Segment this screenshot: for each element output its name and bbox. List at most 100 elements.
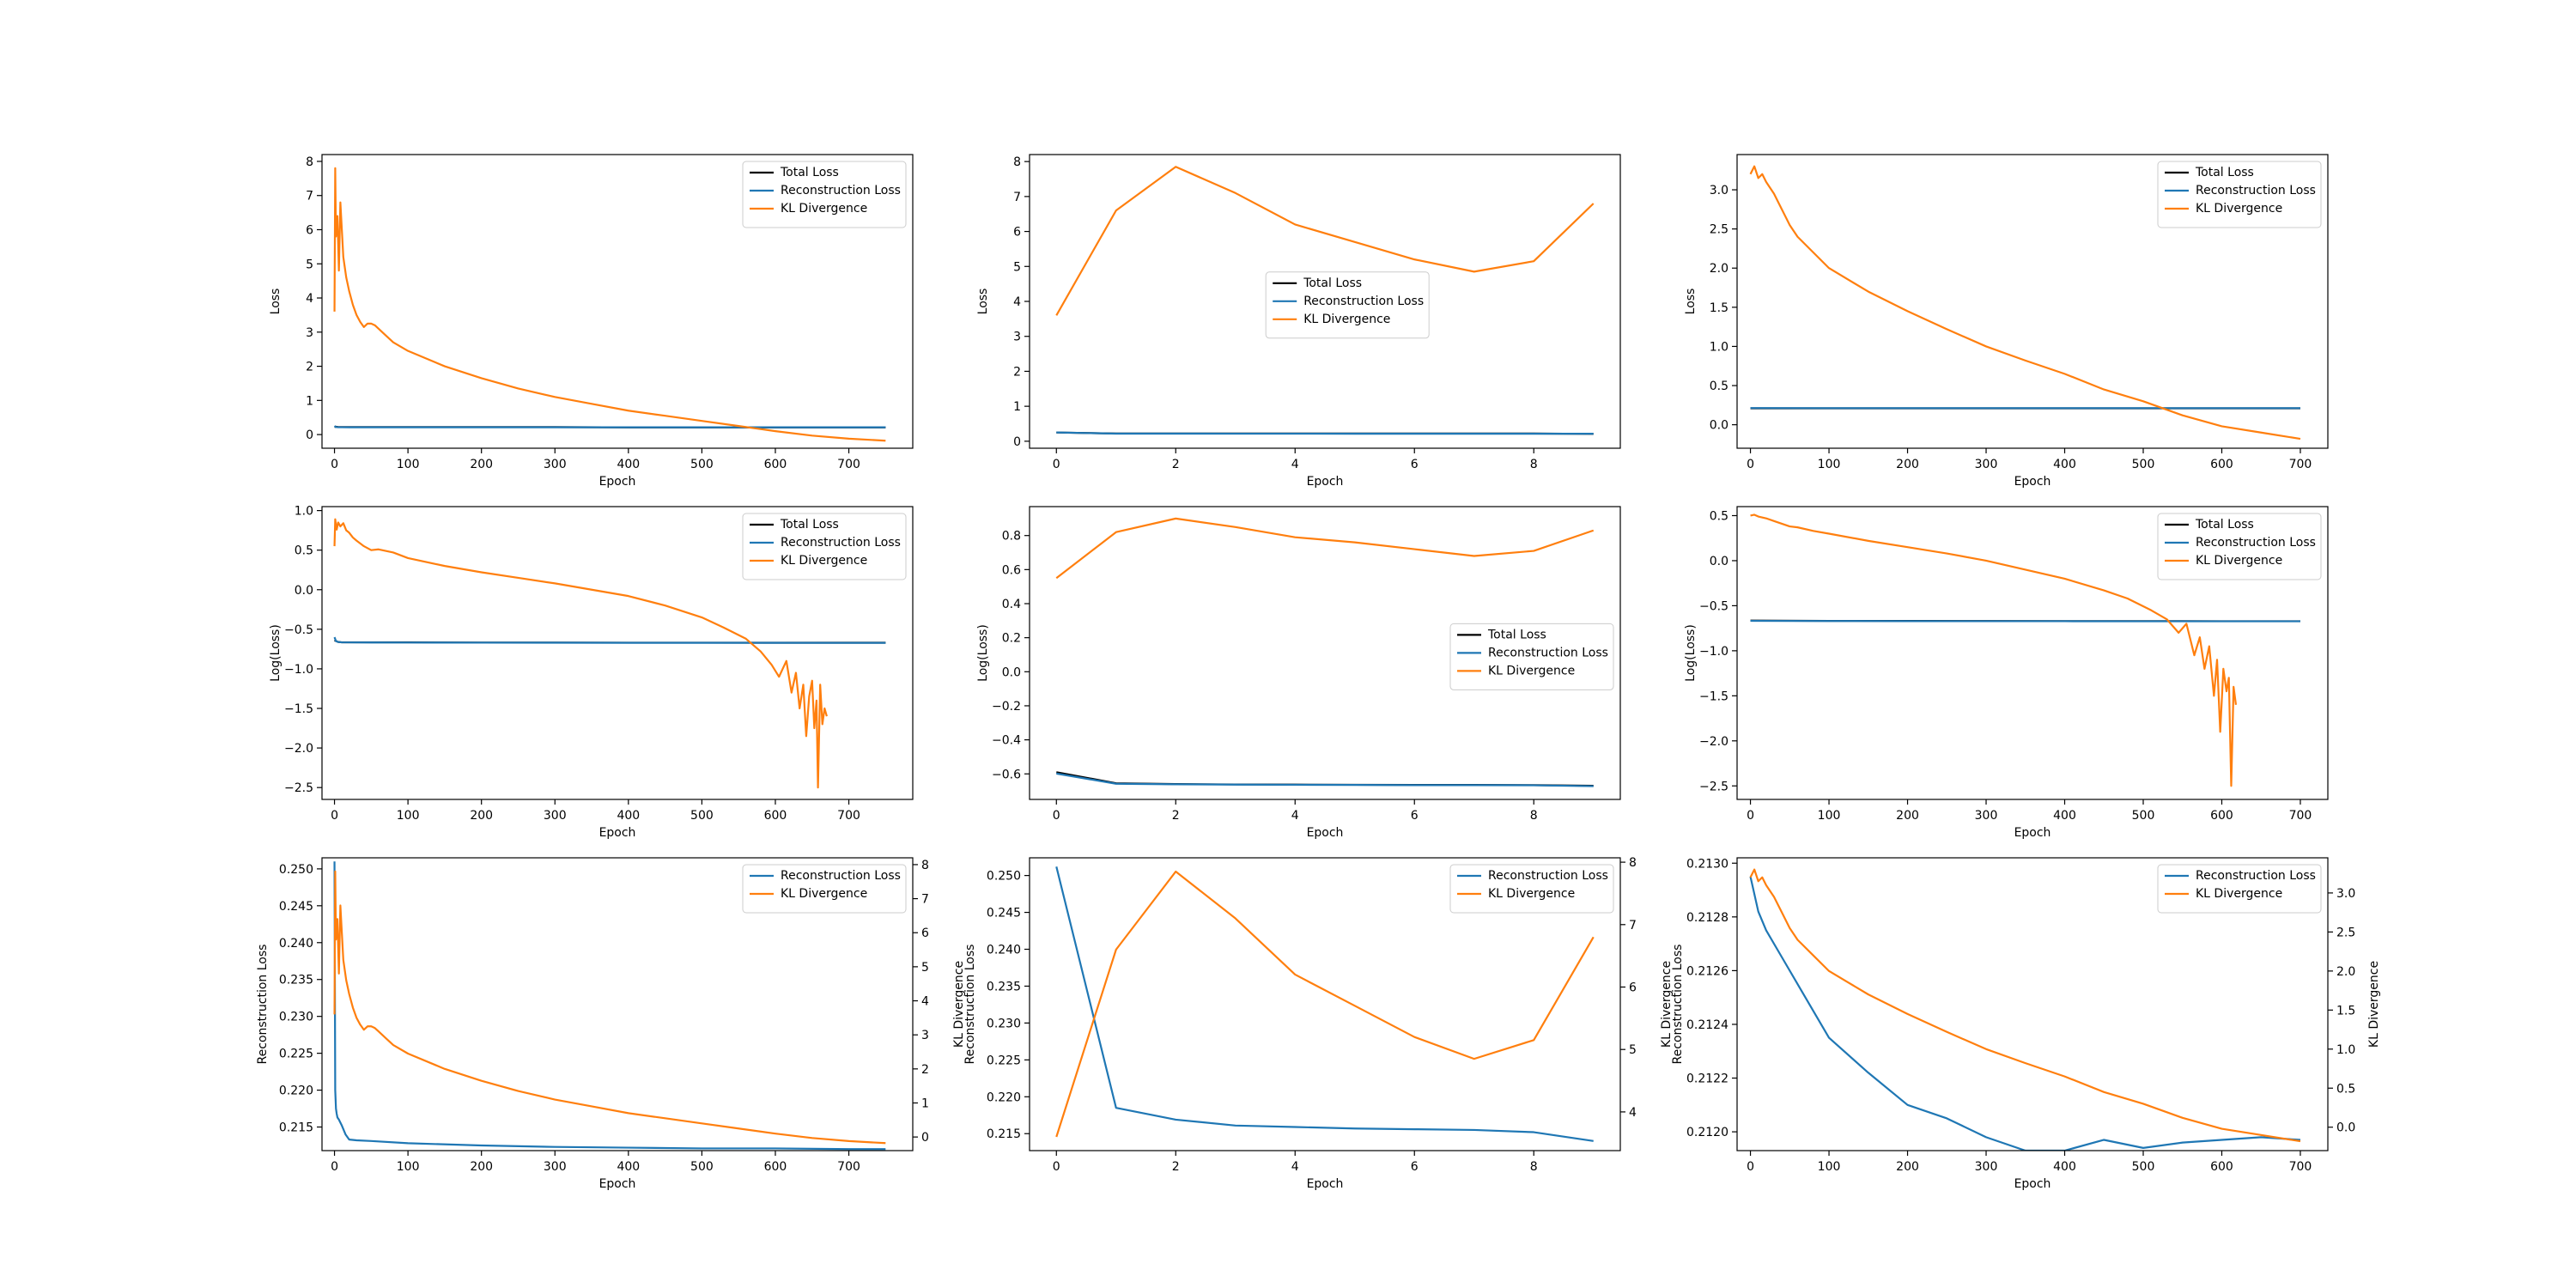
series-line-kl bbox=[1055, 166, 1595, 316]
plot-frame bbox=[321, 857, 914, 1151]
y-tick-label: 0.2 bbox=[1002, 632, 1021, 646]
y-tick-label: −1.0 bbox=[1699, 645, 1728, 659]
legend: Reconstruction Loss KL Divergence bbox=[742, 864, 907, 914]
y-tick-label: 1.0 bbox=[295, 505, 313, 519]
y-tick-label: 1.0 bbox=[1710, 340, 1728, 354]
y-tick-label: 6 bbox=[306, 223, 313, 237]
series-line-recon bbox=[333, 861, 886, 1151]
x-tick-label: 4 bbox=[1291, 1160, 1299, 1174]
x-tick-label: 0 bbox=[1747, 1160, 1754, 1174]
y-tick-label: 0.220 bbox=[279, 1084, 313, 1098]
x-tick-label: 100 bbox=[1818, 1160, 1841, 1174]
x-tick-label: 500 bbox=[2132, 458, 2155, 471]
x-tick-label: 400 bbox=[2053, 458, 2076, 471]
y2-tick-label: 7 bbox=[1629, 919, 1637, 933]
y2-tick-label: 6 bbox=[1629, 981, 1637, 995]
y-tick-label: 5 bbox=[306, 258, 313, 271]
y-tick-label: 0.5 bbox=[1710, 380, 1728, 393]
x-tick-label: 500 bbox=[690, 458, 714, 471]
legend-label: KL Divergence bbox=[1488, 887, 1575, 901]
x-tick-label: 700 bbox=[837, 1160, 860, 1174]
y-tick-label: 0.215 bbox=[987, 1127, 1021, 1141]
y2-axis-label: KL Divergence bbox=[952, 961, 966, 1048]
y2-tick-label: 0 bbox=[921, 1131, 929, 1145]
x-tick-label: 600 bbox=[764, 809, 787, 823]
y-tick-label: 0.2124 bbox=[1686, 1018, 1728, 1032]
legend: Total Loss Reconstruction Loss KL Divergen… bbox=[742, 513, 907, 580]
legend-label: Reconstruction Loss bbox=[781, 536, 901, 550]
y-tick-label: 0.220 bbox=[987, 1091, 1021, 1104]
y2-tick-label: 8 bbox=[921, 859, 929, 872]
x-tick-label: 400 bbox=[617, 458, 640, 471]
series-line-kl bbox=[333, 870, 886, 1145]
y-tick-label: 0.0 bbox=[295, 584, 313, 598]
y-tick-label: 0.225 bbox=[987, 1054, 1021, 1067]
legend-label: Reconstruction Loss bbox=[2196, 869, 2316, 883]
x-tick-label: 300 bbox=[1975, 1160, 1998, 1174]
y-tick-label: 0.5 bbox=[1710, 509, 1728, 523]
y-tick-label: 8 bbox=[1013, 155, 1021, 169]
chart-8: 0 2 4 6 8 0.215 0.220 0.225 0.230 0.235 0.240 0.245… bbox=[963, 856, 1674, 1191]
chart-1: 0 100 200 300 400 500 600 700 0 1 2 3 4 5 6 7 8 Epoch Loss… bbox=[269, 154, 914, 489]
x-tick-label: 300 bbox=[544, 458, 567, 471]
y2-tick-label: 2.5 bbox=[2336, 926, 2355, 939]
x-tick-label: 2 bbox=[1172, 458, 1180, 471]
legend-box bbox=[2157, 864, 2322, 914]
legend-label: Total Loss bbox=[1487, 628, 1546, 641]
x-tick-label: 100 bbox=[397, 1160, 420, 1174]
legend-box bbox=[742, 161, 907, 228]
x-axis-label: Epoch bbox=[2014, 826, 2051, 840]
x-tick-label: 0 bbox=[331, 809, 338, 823]
legend-label: Reconstruction Loss bbox=[2196, 184, 2316, 197]
x-axis-label: Epoch bbox=[1307, 826, 1344, 840]
x-tick-label: 200 bbox=[470, 1160, 493, 1174]
y2-tick-label: 0.0 bbox=[2336, 1121, 2355, 1135]
y-tick-label: 3 bbox=[1013, 331, 1021, 344]
x-tick-label: 100 bbox=[1818, 809, 1841, 823]
y-tick-label: 0.0 bbox=[1710, 555, 1728, 568]
y2-tick-label: 3 bbox=[921, 1029, 929, 1042]
y2-tick-label: 5 bbox=[1629, 1043, 1637, 1057]
series-line-kl bbox=[1750, 513, 2238, 787]
y-axis-label: Loss bbox=[1684, 289, 1698, 315]
x-tick-label: 0 bbox=[331, 458, 338, 471]
x-tick-label: 0 bbox=[331, 1160, 338, 1174]
y2-tick-label: 1.5 bbox=[2336, 1004, 2355, 1018]
y-tick-label: 0.8 bbox=[1002, 530, 1021, 544]
x-tick-label: 100 bbox=[397, 809, 420, 823]
y-tick-label: 1 bbox=[306, 394, 313, 408]
y-tick-label: 0.2130 bbox=[1686, 857, 1728, 871]
legend-label: KL Divergence bbox=[2196, 887, 2282, 901]
y-tick-label: 3 bbox=[306, 326, 313, 340]
y-tick-label: −0.6 bbox=[992, 768, 1021, 781]
y-tick-label: −1.0 bbox=[284, 663, 313, 677]
legend-box bbox=[1265, 271, 1430, 339]
legend: Total Loss Reconstruction Loss KL Divergen… bbox=[1265, 271, 1430, 339]
y-tick-label: 8 bbox=[306, 155, 313, 169]
x-axis-label: Epoch bbox=[1307, 1177, 1344, 1191]
y2-tick-label: 6 bbox=[921, 927, 929, 940]
chart-5: 0 2 4 6 8 −0.6 −0.4 −0.2 0.0 0.2 0.4 0.6 0.8 Epoch Log… bbox=[976, 506, 1621, 840]
x-tick-label: 700 bbox=[2289, 809, 2312, 823]
legend-label: KL Divergence bbox=[2196, 554, 2282, 568]
legend: Total Loss Reconstruction Loss KL Divergen… bbox=[2157, 161, 2322, 228]
x-tick-label: 500 bbox=[2132, 1160, 2155, 1174]
legend-box bbox=[1449, 623, 1614, 690]
x-tick-label: 100 bbox=[397, 458, 420, 471]
y-tick-label: 0.2128 bbox=[1686, 911, 1728, 925]
x-tick-label: 6 bbox=[1411, 1160, 1419, 1174]
y2-tick-label: 0.5 bbox=[2336, 1082, 2355, 1096]
series-line-recon bbox=[1749, 876, 2301, 1151]
y2-tick-label: 1 bbox=[921, 1097, 929, 1110]
x-tick-label: 600 bbox=[2210, 458, 2233, 471]
series-line-recon bbox=[1056, 431, 1594, 435]
y2-tick-label: 5 bbox=[921, 961, 929, 975]
legend-box bbox=[2157, 513, 2322, 580]
y-tick-label: −2.0 bbox=[284, 742, 313, 756]
legend-box bbox=[2157, 161, 2322, 228]
y-tick-label: 2 bbox=[1013, 365, 1021, 379]
y-axis-label: Reconstruction Loss bbox=[963, 945, 977, 1065]
y-tick-label: 1.5 bbox=[1710, 301, 1728, 315]
legend-label: Total Loss bbox=[2195, 166, 2254, 179]
legend: Total Loss Reconstruction Loss KL Divergen… bbox=[742, 161, 907, 228]
